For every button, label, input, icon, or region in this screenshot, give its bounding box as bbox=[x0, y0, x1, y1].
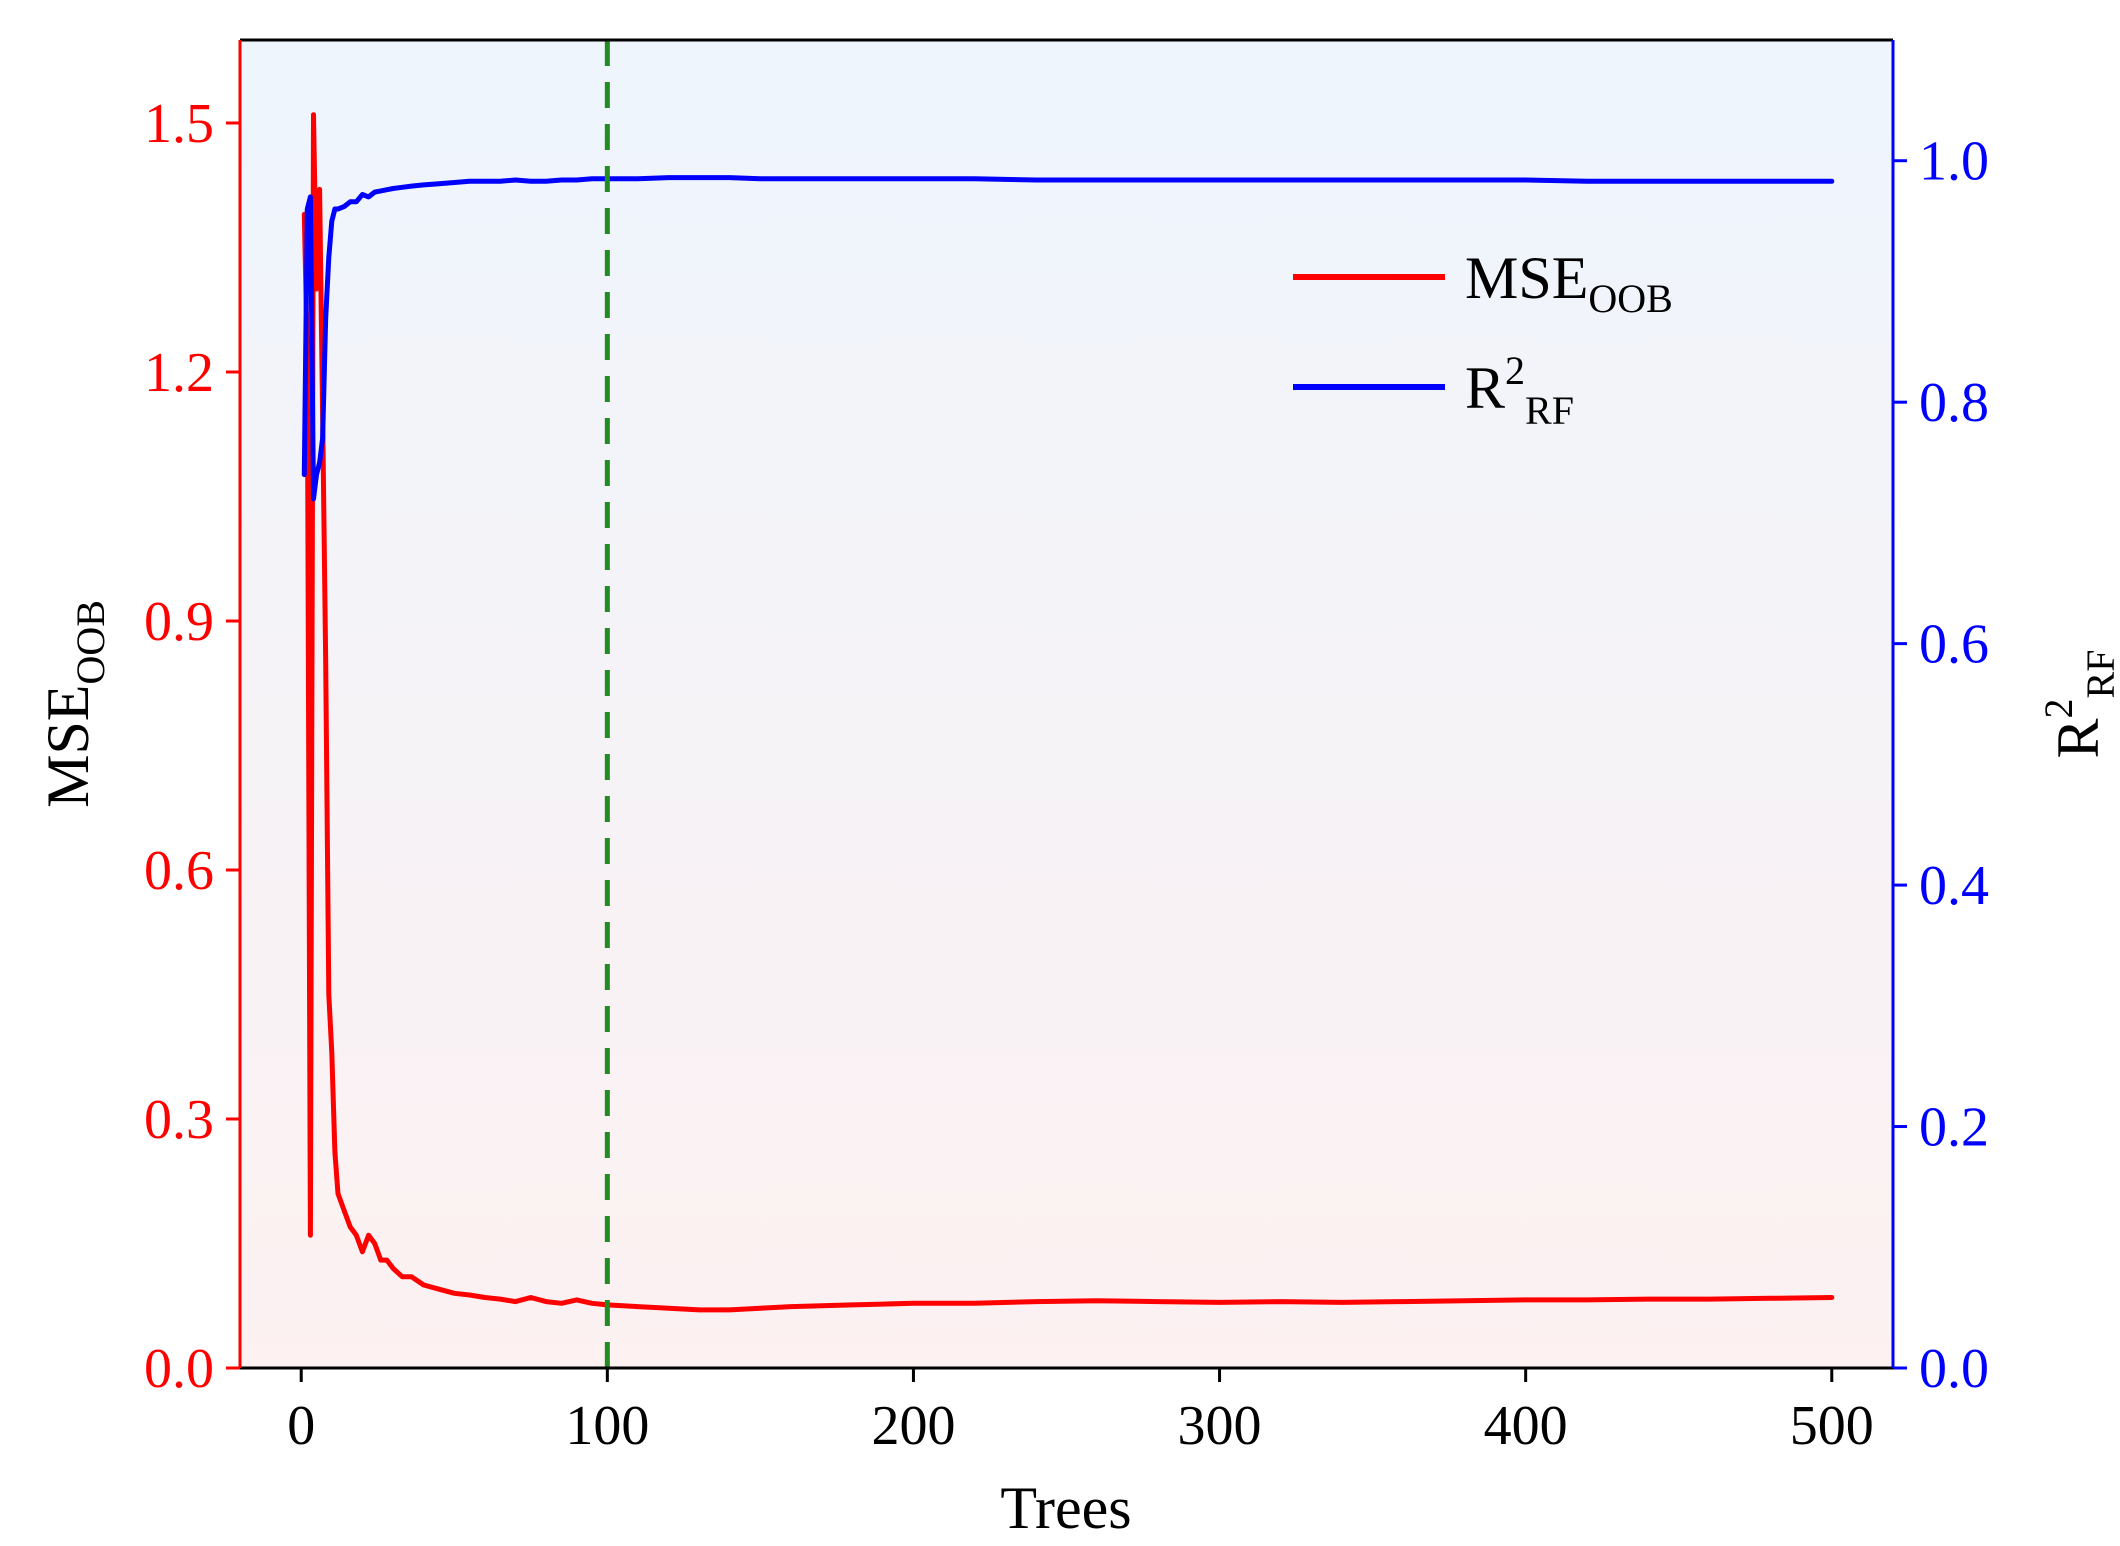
left-y-label-sub: OOB bbox=[68, 600, 113, 684]
right-y-tick-label: 0.2 bbox=[1919, 1097, 1989, 1159]
x-axis-label: Trees bbox=[1000, 1475, 1131, 1541]
left-y-tick-label: 0.3 bbox=[144, 1089, 214, 1151]
left-y-tick-label: 0.0 bbox=[144, 1338, 214, 1400]
right-y-tick-label: 0.4 bbox=[1919, 855, 1989, 917]
x-tick-label: 0 bbox=[287, 1395, 315, 1457]
right-y-label-main: R bbox=[2045, 718, 2111, 758]
right-y-axis-label: R2RF bbox=[2036, 650, 2120, 759]
x-tick-label: 100 bbox=[565, 1395, 649, 1457]
left-y-tick-label: 0.6 bbox=[144, 840, 214, 902]
legend: MSEOOB R2RF bbox=[1293, 245, 1673, 433]
right-y-tick-label: 0.0 bbox=[1919, 1338, 1989, 1400]
legend-mse-sub: OOB bbox=[1588, 276, 1672, 321]
x-tick-label: 200 bbox=[871, 1395, 955, 1457]
right-y-label-sub: RF bbox=[2078, 650, 2120, 699]
x-axis-ticks: 0 100 200 300 400 500 bbox=[287, 1368, 1874, 1457]
x-tick-label: 300 bbox=[1178, 1395, 1262, 1457]
legend-r2-main: R bbox=[1465, 355, 1505, 421]
x-tick-label: 500 bbox=[1790, 1395, 1874, 1457]
right-y-tick-label: 1.0 bbox=[1919, 131, 1989, 193]
x-tick-label: 400 bbox=[1484, 1395, 1568, 1457]
mse-oob-series-line bbox=[301, 112, 1835, 1313]
left-y-tick-label: 1.2 bbox=[144, 342, 214, 404]
legend-r2-sub: RF bbox=[1525, 388, 1574, 433]
series-layer bbox=[301, 112, 1835, 1313]
right-y-label-sup: 2 bbox=[2036, 698, 2081, 718]
plot-background bbox=[240, 40, 1893, 1368]
left-y-label-main: MSE bbox=[35, 685, 101, 808]
left-y-tick-label: 0.9 bbox=[144, 591, 214, 653]
left-y-axis-ticks: 0.0 0.3 0.6 0.9 1.2 1.5 bbox=[144, 93, 240, 1400]
r2-rf-series-line bbox=[301, 175, 1835, 502]
legend-r2-sup: 2 bbox=[1505, 348, 1525, 393]
right-y-tick-label: 0.6 bbox=[1919, 614, 1989, 676]
legend-mse-main: MSE bbox=[1465, 245, 1588, 311]
right-y-axis-ticks: 0.0 0.2 0.4 0.6 0.8 1.0 bbox=[1893, 131, 1989, 1400]
legend-label-r2: R2RF bbox=[1465, 348, 1574, 433]
legend-label-mse: MSEOOB bbox=[1465, 245, 1673, 321]
left-y-tick-label: 1.5 bbox=[144, 93, 214, 155]
left-y-axis-label: MSEOOB bbox=[35, 600, 113, 808]
right-y-tick-label: 0.8 bbox=[1919, 372, 1989, 434]
